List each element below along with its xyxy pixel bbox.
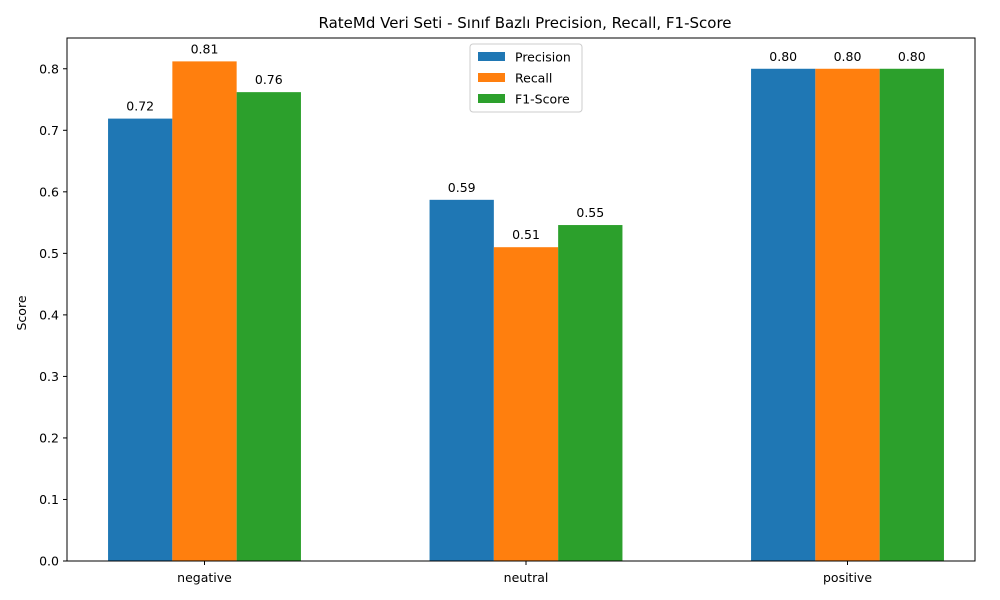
y-tick-label: 0.3 [39, 369, 59, 384]
legend-entry: F1-Score [515, 92, 570, 107]
data-label: 0.55 [576, 205, 604, 220]
bar-f1-score-positive [879, 68, 944, 561]
bar-recall-negative [172, 61, 237, 562]
bar-precision-positive [751, 68, 816, 561]
bar-recall-neutral [493, 247, 559, 561]
y-tick-label: 0.1 [39, 492, 59, 507]
data-label: 0.51 [512, 227, 540, 242]
data-label: 0.80 [834, 49, 862, 64]
y-axis-label: Score [14, 295, 29, 330]
y-tick-label: 0.4 [39, 307, 59, 322]
y-tick-label: 0.7 [39, 123, 59, 138]
plot-area: 0.72 0.59 0.80 0.81 0.51 0.80 0.76 0.55 0.80 0.0 0… [39, 37, 976, 585]
data-label: 0.76 [255, 72, 283, 87]
legend-entry: Recall [515, 71, 552, 86]
x-tick-label: negative [177, 570, 232, 585]
chart-title: RateMd Veri Seti - Sınıf Bazlı Precision… [318, 14, 731, 32]
data-label: 0.80 [898, 49, 926, 64]
legend-swatch [478, 52, 505, 61]
data-label: 0.72 [126, 99, 154, 114]
x-tick-label: neutral [504, 570, 549, 585]
bar-recall-positive [815, 68, 880, 561]
y-tick-label: 0.0 [39, 554, 59, 569]
legend-swatch [478, 94, 505, 103]
legend-entry: Precision [515, 50, 571, 65]
bar-precision-negative [108, 118, 173, 562]
y-tick-label: 0.5 [39, 246, 59, 261]
legend: Precision Recall F1-Score [469, 43, 583, 113]
legend-swatch [478, 73, 505, 82]
bar-precision-neutral [429, 199, 494, 561]
bar-f1-score-negative [236, 92, 301, 562]
data-label: 0.59 [448, 180, 476, 195]
data-label: 0.81 [191, 41, 219, 56]
data-label: 0.80 [769, 49, 797, 64]
bar-f1-score-neutral [558, 225, 623, 561]
x-tick-label: positive [823, 570, 872, 585]
y-tick-label: 0.2 [39, 430, 59, 445]
axes-frame [66, 37, 976, 562]
y-tick-label: 0.6 [39, 184, 59, 199]
y-tick-label: 0.8 [39, 61, 59, 76]
